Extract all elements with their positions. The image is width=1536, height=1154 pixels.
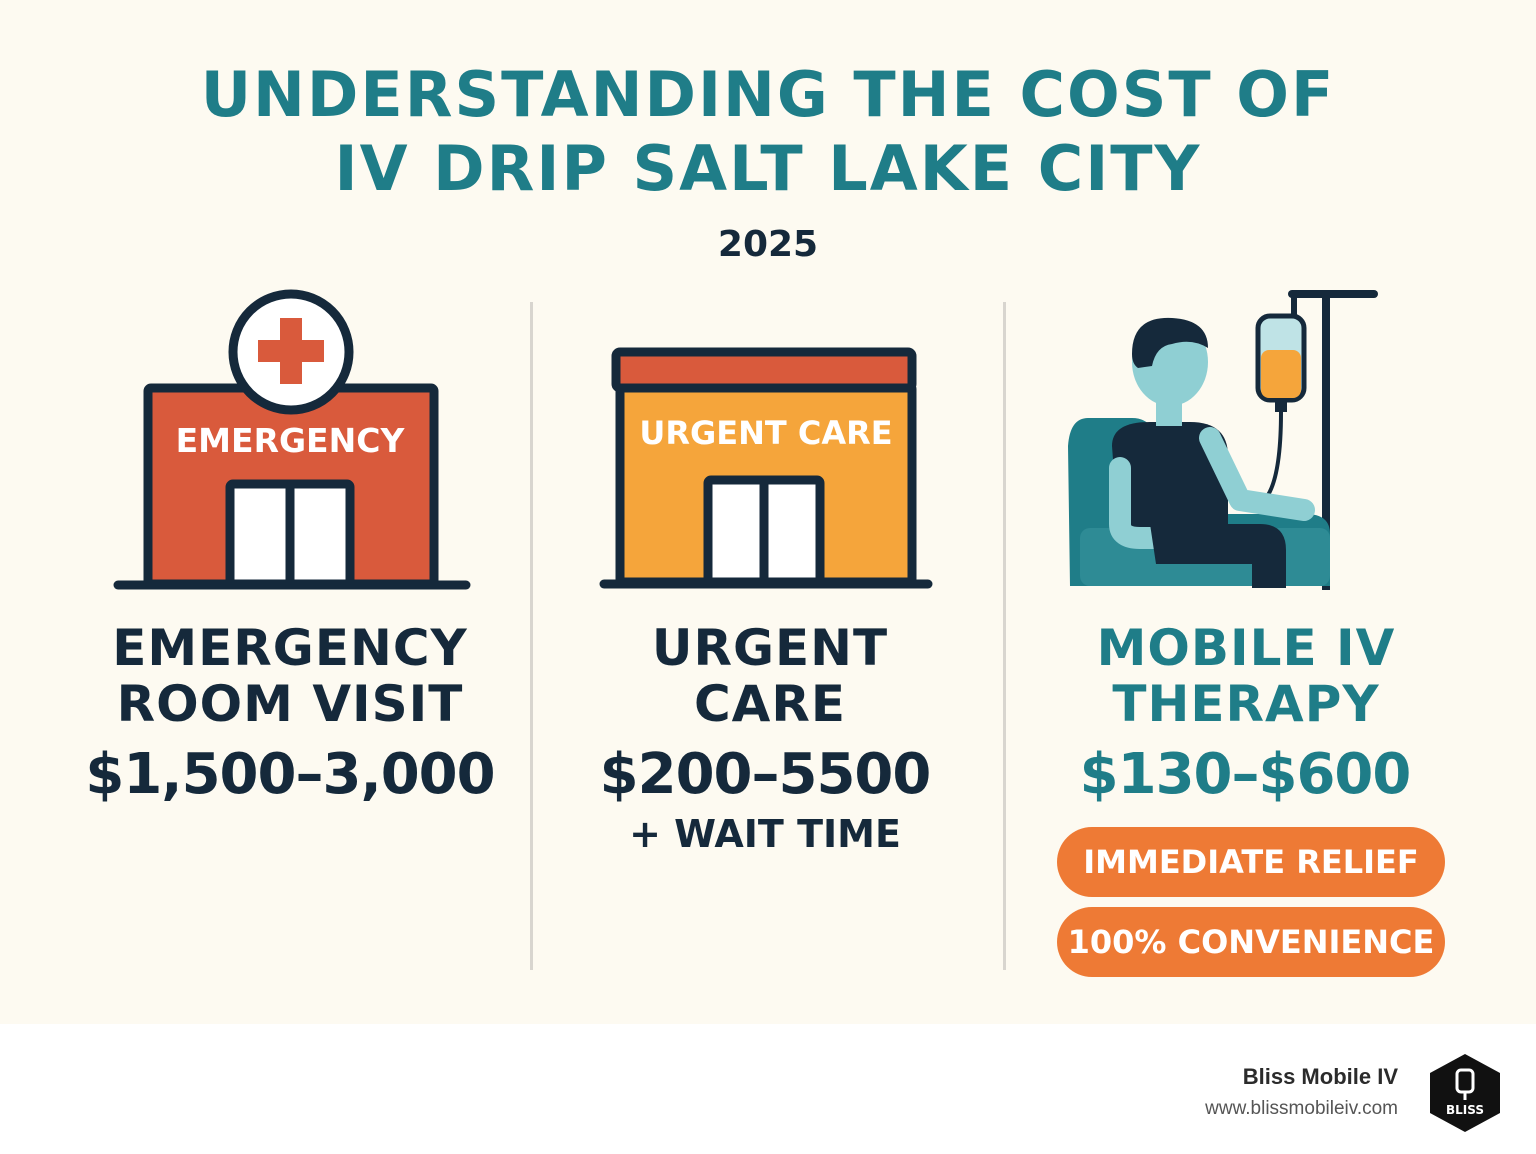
mobile-iv-label-line-1: MOBILE IV: [1096, 619, 1396, 677]
brand-url: www.blissmobileiv.com: [1205, 1098, 1398, 1119]
brand-name: Bliss Mobile IV: [1242, 1064, 1398, 1089]
urgent-care-wait-note: + WAIT TIME: [629, 812, 901, 856]
convenience-badge: 100% CONVENIENCE: [1057, 907, 1445, 977]
emergency-hospital-icon: EMERGENCY: [113, 289, 471, 590]
emergency-label: EMERGENCY ROOM VISIT: [60, 620, 520, 732]
column-divider-left: [530, 302, 533, 970]
page-title: UNDERSTANDING THE COST OF IV DRIP SALT L…: [0, 58, 1536, 206]
column-divider-right: [1003, 302, 1006, 970]
emergency-price: $1,500–3,000: [85, 742, 495, 807]
infographic: UNDERSTANDING THE COST OF IV DRIP SALT L…: [0, 58, 1536, 977]
urgent-care-building-icon: URGENT CARE: [599, 347, 933, 589]
mobile-iv-label: MOBILE IV THERAPY: [1016, 620, 1476, 732]
emergency-label-line-1: EMERGENCY: [112, 619, 468, 677]
emergency-sign-text: EMERGENCY: [176, 421, 406, 460]
mobile-iv-label-line-2: THERAPY: [1112, 675, 1380, 733]
logo-text: BLISS: [1446, 1103, 1484, 1117]
footer: [0, 1024, 1536, 1154]
urgent-care-price: $200–5500: [599, 742, 932, 807]
title-line-2: IV DRIP SALT LAKE CITY: [334, 132, 1202, 205]
iv-therapy-patient-icon: [1068, 290, 1378, 590]
urgent-care-label-line-2: CARE: [693, 675, 847, 733]
urgent-care-sign-text: URGENT CARE: [639, 414, 892, 452]
year-label: 2025: [717, 224, 819, 265]
title-line-1: UNDERSTANDING THE COST OF: [200, 58, 1336, 131]
mobile-iv-price: $130–$600: [1079, 742, 1412, 807]
emergency-label-line-2: ROOM VISIT: [116, 675, 464, 733]
urgent-care-label-line-1: URGENT: [651, 619, 889, 677]
immediate-relief-badge: IMMEDIATE RELIEF: [1057, 827, 1445, 897]
bliss-logo-icon: BLISS: [1430, 1054, 1500, 1132]
urgent-care-label: URGENT CARE: [540, 620, 1000, 732]
